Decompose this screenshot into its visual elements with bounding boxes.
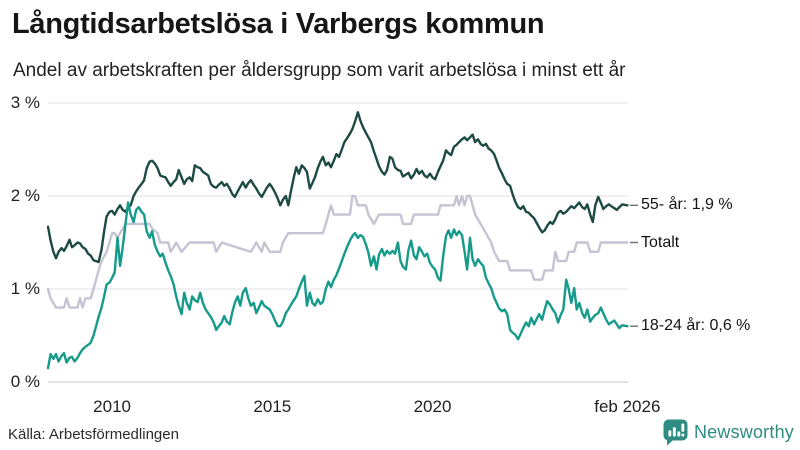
series-end-label-totalt: Totalt	[641, 233, 680, 251]
chart-title: Långtidsarbetslösa i Varbergs kommun	[12, 8, 545, 40]
series-end-label-18-24-ar: 18-24 år: 0,6 %	[641, 317, 751, 335]
x-axis-label: 2010	[93, 397, 131, 416]
y-axis-label: 1 %	[10, 279, 40, 298]
series-line-18-24-ar	[46, 201, 629, 370]
series-line-totalt	[46, 194, 629, 309]
y-axis-label: 2 %	[10, 186, 40, 205]
series-end-label-55-ar: 55- år: 1,9 %	[641, 196, 733, 214]
x-axis-label: feb 2026	[594, 397, 661, 416]
x-axis-label: 2020	[413, 397, 452, 416]
newsworthy-logo-icon	[663, 419, 688, 446]
source-attribution: Källa: Arbetsförmedlingen	[8, 426, 179, 443]
y-axis-label: 0 %	[10, 372, 40, 391]
newsworthy-wordmark: Newsworthy	[693, 422, 794, 442]
x-axis-label: 2015	[253, 397, 292, 416]
newsworthy-brand: Newsworthy	[663, 419, 794, 446]
y-axis-label: 3 %	[10, 93, 40, 112]
chart-subtitle: Andel av arbetskraften per åldersgrupp s…	[13, 60, 626, 81]
series-line-55-ar	[46, 111, 629, 264]
